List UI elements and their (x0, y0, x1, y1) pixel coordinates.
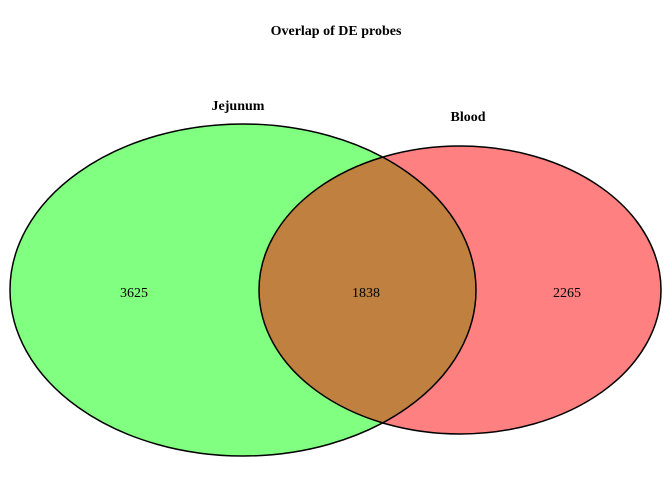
jejunum-set-label: Jejunum (212, 99, 265, 114)
intersection-count: 1838 (352, 286, 380, 301)
blood-only-count: 2265 (553, 286, 581, 301)
blood-set-label: Blood (450, 110, 485, 125)
chart-title: Overlap of DE probes (271, 24, 402, 39)
jejunum-only-count: 3625 (120, 286, 148, 301)
blood-set-outline (258, 145, 662, 435)
jejunum-set-outline (9, 123, 477, 457)
intersection-region (259, 146, 476, 434)
